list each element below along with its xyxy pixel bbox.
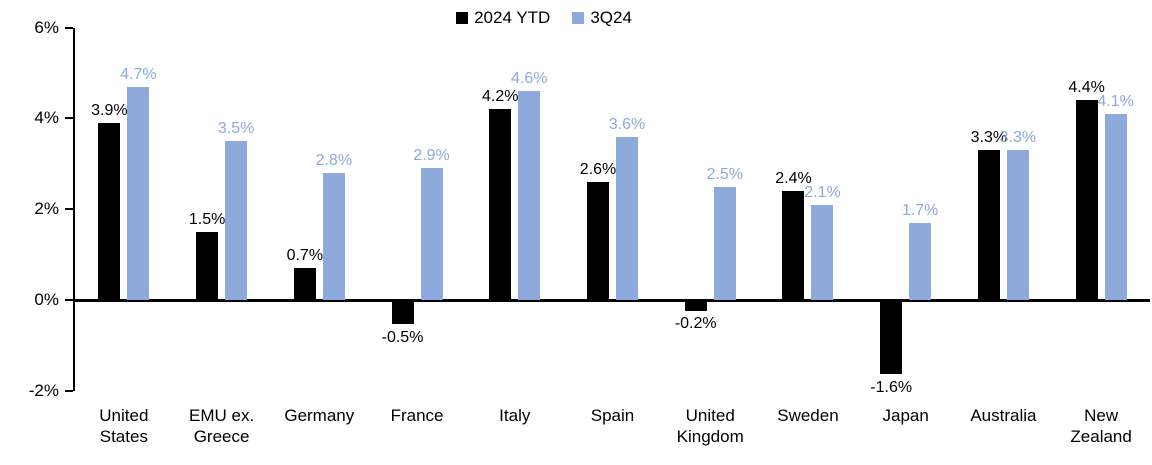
legend-item-3q24: 3Q24 bbox=[572, 8, 632, 28]
bar-3q24-united-states bbox=[127, 86, 150, 300]
y-axis-tick-label: -2% bbox=[28, 380, 59, 400]
bar-2024-ytd-sweden bbox=[782, 191, 805, 300]
bar-3q24-italy bbox=[518, 91, 541, 300]
legend-item-2024-ytd: 2024 YTD bbox=[456, 8, 550, 28]
value-label-3q24-france: 2.9% bbox=[413, 147, 450, 165]
bar-2024-ytd-germany bbox=[293, 268, 316, 300]
bar-2024-ytd-japan bbox=[880, 301, 903, 375]
value-label-3q24-italy: 4.6% bbox=[511, 70, 548, 88]
value-label-2024-ytd-emu-ex-greece: 1.5% bbox=[188, 210, 226, 228]
y-axis-tick bbox=[65, 117, 73, 120]
value-label-2024-ytd-united-kingdom: -0.2% bbox=[674, 315, 717, 333]
value-label-2024-ytd-france: -0.5% bbox=[381, 328, 424, 346]
value-label-3q24-united-states: 4.7% bbox=[120, 65, 157, 83]
y-axis-tick bbox=[65, 299, 73, 301]
y-axis-tick bbox=[65, 208, 73, 211]
category-label-australia: Australia bbox=[970, 406, 1037, 425]
value-label-3q24-emu-ex-greece: 3.5% bbox=[217, 120, 255, 138]
category-label-sweden: Sweden bbox=[777, 406, 839, 425]
legend-swatch-3q24 bbox=[572, 12, 585, 24]
value-label-3q24-spain: 3.6% bbox=[608, 115, 646, 133]
bar-2024-ytd-united-states bbox=[98, 122, 121, 300]
bar-3q24-sweden bbox=[811, 204, 834, 300]
plot-area: 3.9% 4.7% United States 1.5% 3.5% EMU ex. Gre… bbox=[75, 0, 1150, 465]
value-label-2024-ytd-japan: -1.6% bbox=[870, 378, 913, 396]
y-axis-tick bbox=[65, 26, 73, 29]
y-axis-tick bbox=[65, 389, 73, 392]
category-label-spain: Spain bbox=[590, 406, 635, 425]
y-axis-tick-label: 0% bbox=[34, 290, 59, 309]
bar-3q24-spain bbox=[616, 136, 638, 300]
bar-3q24-japan bbox=[909, 222, 932, 300]
bar-3q24-new-zealand bbox=[1104, 113, 1127, 300]
value-label-2024-ytd-united-states: 3.9% bbox=[91, 101, 128, 119]
value-label-3q24-germany: 2.8% bbox=[315, 151, 353, 169]
value-label-2024-ytd-sweden: 2.4% bbox=[775, 170, 812, 188]
bar-2024-ytd-spain bbox=[587, 181, 609, 300]
value-label-3q24-united-kingdom: 2.5% bbox=[706, 165, 743, 183]
value-label-2024-ytd-germany: 0.7% bbox=[286, 247, 324, 265]
bar-3q24-united-kingdom bbox=[713, 186, 736, 300]
y-axis-tick-label: 2% bbox=[34, 199, 59, 219]
value-label-3q24-new-zealand: 4.1% bbox=[1097, 92, 1134, 110]
y-axis-tick-label: 4% bbox=[34, 108, 59, 128]
category-label-united-kingdom: United Kingdom bbox=[676, 406, 744, 446]
x-axis-baseline bbox=[73, 298, 1150, 302]
y-axis-tick-label: 6% bbox=[34, 17, 59, 37]
bar-2024-ytd-new-zealand bbox=[1075, 100, 1098, 300]
category-label-france: France bbox=[390, 406, 444, 425]
legend-label: 3Q24 bbox=[590, 8, 632, 27]
category-label-new-zealand: New Zealand bbox=[1070, 406, 1132, 446]
category-label-united-states: United States bbox=[99, 406, 149, 446]
category-label-italy: Italy bbox=[499, 406, 531, 425]
bar-2024-ytd-italy bbox=[489, 109, 512, 300]
value-label-2024-ytd-new-zealand: 4.4% bbox=[1068, 79, 1105, 97]
bar-3q24-germany bbox=[322, 172, 345, 300]
category-label-japan: Japan bbox=[882, 406, 929, 425]
value-label-3q24-australia: 3.3% bbox=[999, 129, 1037, 147]
y-axis-line bbox=[73, 27, 75, 391]
bar-3q24-france bbox=[420, 168, 443, 300]
value-label-2024-ytd-italy: 4.2% bbox=[482, 88, 519, 106]
bar-3q24-emu-ex-greece bbox=[225, 141, 248, 300]
value-label-2024-ytd-australia: 3.3% bbox=[970, 129, 1008, 147]
bar-3q24-australia bbox=[1006, 150, 1029, 300]
value-label-3q24-sweden: 2.1% bbox=[804, 183, 841, 201]
bar-2024-ytd-united-kingdom bbox=[684, 301, 707, 311]
category-label-emu-ex-greece: EMU ex. Greece bbox=[188, 406, 255, 446]
value-label-2024-ytd-spain: 2.6% bbox=[579, 160, 617, 178]
legend-label: 2024 YTD bbox=[474, 8, 551, 27]
value-label-3q24-japan: 1.7% bbox=[901, 201, 939, 219]
category-label-germany: Germany bbox=[284, 406, 355, 425]
bar-2024-ytd-australia bbox=[977, 150, 1000, 300]
chart-legend: 2024 YTD 3Q24 bbox=[0, 8, 1120, 28]
bar-2024-ytd-france bbox=[391, 301, 414, 325]
bar-2024-ytd-emu-ex-greece bbox=[196, 231, 219, 300]
legend-swatch-2024-ytd bbox=[456, 12, 469, 24]
